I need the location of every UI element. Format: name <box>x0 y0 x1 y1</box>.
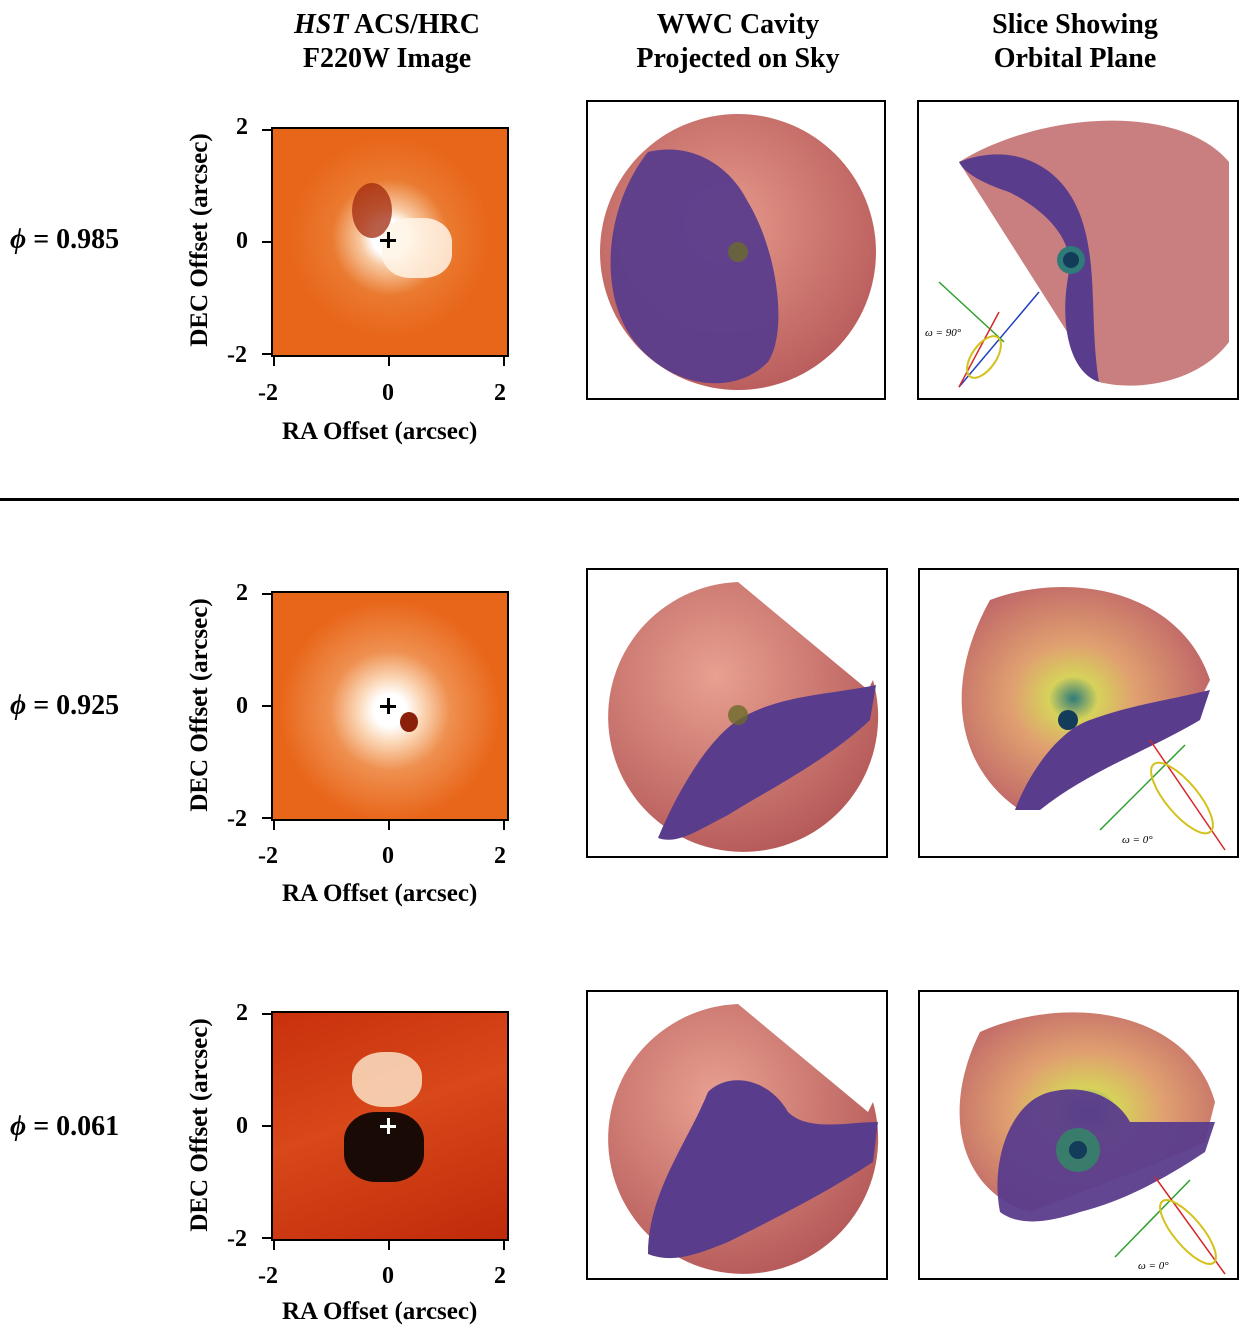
header-col1: HST ACS/HRC F220W Image <box>262 8 512 76</box>
header-col1-italic: HST <box>294 9 349 40</box>
phi-label-row2: ϕ = 0.925 <box>10 690 119 722</box>
phi-symbol: ϕ <box>10 224 27 255</box>
slice-panel-row2: ω = 0° <box>918 568 1239 858</box>
phi-value: = 0.061 <box>26 1111 120 1142</box>
header-col3-line1: Slice Showing <box>992 9 1158 40</box>
xtick-row2-mid: 0 <box>382 843 394 869</box>
header-col1-line2: F220W Image <box>302 43 472 74</box>
xtick-row1-mid: 0 <box>382 380 394 406</box>
ylabel-row1: DEC Offset (arcsec) <box>186 133 213 347</box>
xlabel-row3: RA Offset (arcsec) <box>282 1298 478 1325</box>
ytick-row3-mid: 0 <box>236 1113 248 1139</box>
ytick-row1-bot: -2 <box>227 342 247 368</box>
xtick-row3-right: 2 <box>494 1263 506 1289</box>
header-col3: Slice Showing Orbital Plane <box>940 8 1210 76</box>
ytick-row2-mid: 0 <box>236 693 248 719</box>
header-col2-line1: WWC Cavity <box>656 9 820 40</box>
phi-value: = 0.985 <box>26 224 120 255</box>
bright-patch <box>352 1052 422 1107</box>
xtick-row3-left: -2 <box>258 1263 278 1289</box>
xtick-row2-left: -2 <box>258 843 278 869</box>
hst-image-row2 <box>272 592 508 820</box>
xlabel-row1: RA Offset (arcsec) <box>282 418 478 445</box>
cross-marker-icon <box>380 698 396 714</box>
ylabel-row3: DEC Offset (arcsec) <box>186 1018 213 1232</box>
ytick-row1-mid: 0 <box>236 228 248 254</box>
header-col2: WWC Cavity Projected on Sky <box>598 8 878 76</box>
phi-symbol: ϕ <box>10 690 27 721</box>
xtick-row1-right: 2 <box>494 380 506 406</box>
dark-spot <box>400 712 418 732</box>
cavity-panel-row2 <box>586 568 888 858</box>
phi-label-row1: ϕ = 0.985 <box>10 224 119 256</box>
header-col3-line2: Orbital Plane <box>993 43 1157 74</box>
phi-symbol: ϕ <box>10 1111 27 1142</box>
cross-marker-icon <box>380 1118 396 1134</box>
cross-marker-icon <box>380 232 396 248</box>
section-divider <box>0 498 1239 501</box>
xtick-row3-mid: 0 <box>382 1263 394 1289</box>
ytick-row2-top: 2 <box>236 580 248 606</box>
xtick-row2-right: 2 <box>494 843 506 869</box>
bright-patch <box>382 218 452 278</box>
phi-label-row3: ϕ = 0.061 <box>10 1111 119 1143</box>
header-col2-line2: Projected on Sky <box>636 43 840 74</box>
phi-value: = 0.925 <box>26 690 120 721</box>
ytick-row3-top: 2 <box>236 1000 248 1026</box>
cavity-panel-row1 <box>586 100 886 400</box>
slice-panel-row1: ω = 90° <box>917 100 1239 400</box>
header-col1-rest: ACS/HRC <box>348 9 480 40</box>
xlabel-row2: RA Offset (arcsec) <box>282 880 478 907</box>
ytick-row2-bot: -2 <box>227 806 247 832</box>
omega-label-row3: ω = 0° <box>1138 1260 1169 1272</box>
omega-label-row1: ω = 90° <box>925 327 962 339</box>
hst-image-row1 <box>272 128 508 356</box>
omega-label-row2: ω = 0° <box>1122 834 1153 846</box>
slice-panel-row3: ω = 0° <box>918 990 1239 1280</box>
ytick-row1-top: 2 <box>236 114 248 140</box>
ylabel-row2: DEC Offset (arcsec) <box>186 598 213 812</box>
ytick-row3-bot: -2 <box>227 1226 247 1252</box>
hst-image-row3 <box>272 1012 508 1240</box>
xtick-row1-left: -2 <box>258 380 278 406</box>
cavity-panel-row3 <box>586 990 888 1280</box>
